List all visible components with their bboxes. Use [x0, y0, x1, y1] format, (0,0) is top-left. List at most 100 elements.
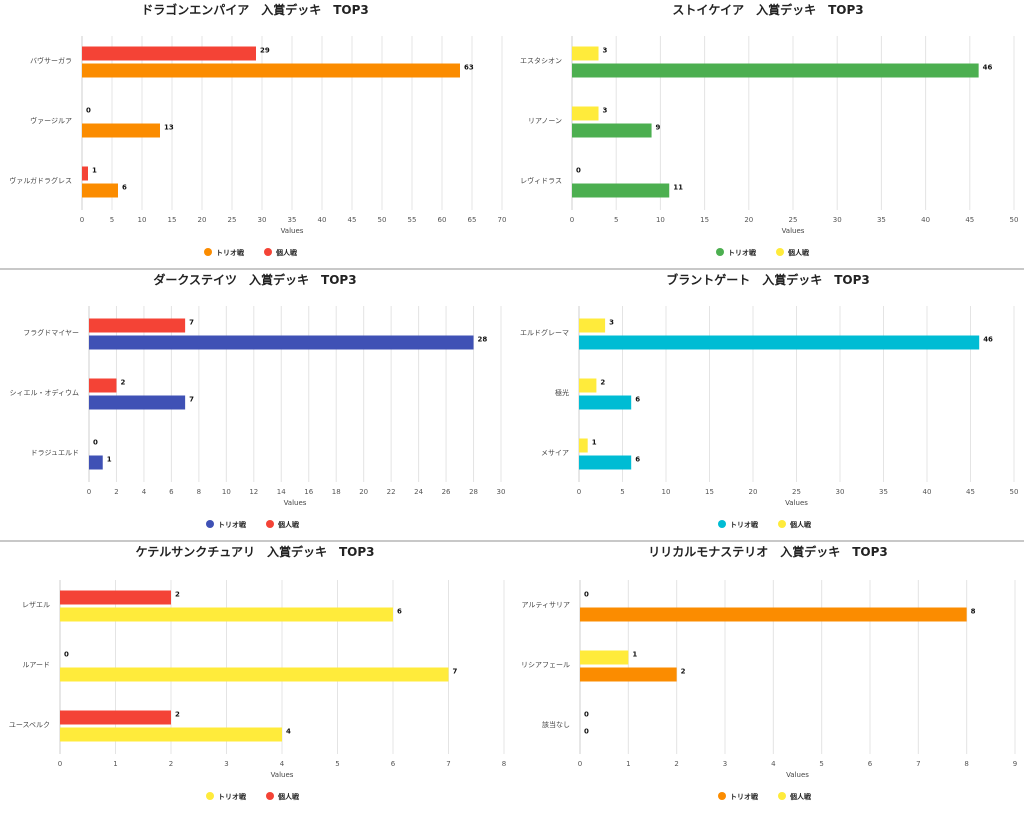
x-tick-label: 4	[771, 760, 776, 768]
data-label: 2	[120, 379, 125, 387]
legend-label[interactable]: 個人戦	[277, 520, 300, 529]
legend-label[interactable]: 個人戦	[789, 520, 812, 529]
x-tick-label: 24	[414, 488, 423, 496]
chart-title: リリカルモナステリオ 入賞デッキ TOP3	[648, 545, 888, 559]
x-tick-label: 15	[705, 488, 714, 496]
legend-label[interactable]: 個人戦	[789, 792, 812, 801]
bar	[579, 318, 606, 333]
x-axis-label: Values	[782, 227, 805, 235]
x-tick-label: 0	[577, 488, 581, 496]
legend-label[interactable]: トリオ戦	[218, 520, 247, 529]
data-label: 2	[600, 379, 605, 387]
x-tick-label: 55	[408, 216, 417, 224]
legend-label[interactable]: 個人戦	[277, 792, 300, 801]
chart-svg: 0 1 2 3 4 5 6 7 8 Values レザエル 2 6 ルアード 0 7 ユースベルク 2 4 トリオ戦 個…	[9, 580, 506, 801]
x-tick-label: 2	[169, 760, 173, 768]
legend-swatch	[716, 248, 724, 256]
y-category-label: リシアフェール	[521, 661, 570, 669]
x-tick-label: 22	[387, 488, 396, 496]
chart-title: ストイケイア 入賞デッキ TOP3	[672, 3, 864, 17]
x-tick-label: 30	[836, 488, 845, 496]
data-label: 2	[175, 711, 180, 719]
x-tick-label: 0	[80, 216, 84, 224]
x-tick-label: 45	[966, 488, 975, 496]
x-tick-label: 8	[502, 760, 506, 768]
data-label: 7	[453, 668, 458, 676]
x-axis-label: Values	[786, 771, 809, 779]
x-tick-label: 14	[277, 488, 286, 496]
x-tick-label: 1	[113, 760, 117, 768]
data-label: 6	[635, 456, 640, 464]
data-label: 0	[93, 439, 98, 447]
data-label: 0	[584, 728, 589, 736]
bar	[60, 710, 171, 725]
bar	[89, 335, 474, 350]
x-tick-label: 2	[674, 760, 678, 768]
bar	[89, 378, 117, 393]
x-tick-label: 6	[868, 760, 873, 768]
x-tick-label: 25	[228, 216, 237, 224]
chart-svg: 0 5 10 15 20 25 30 35 40 45 50 55 60 65 70Valuesバヴサーガラ…	[9, 36, 507, 257]
x-tick-label: 70	[498, 216, 507, 224]
x-tick-label: 60	[438, 216, 447, 224]
bar	[579, 395, 632, 410]
y-category-label: レヴィドラス	[520, 176, 562, 185]
y-category-label: リアノーン	[528, 117, 562, 125]
data-label: 0	[584, 591, 589, 599]
bar	[60, 607, 393, 622]
x-tick-label: 20	[744, 216, 753, 224]
x-tick-label: 0	[58, 760, 62, 768]
y-category-label: 極光	[555, 388, 569, 397]
legend-label[interactable]: トリオ戦	[728, 248, 757, 257]
bar	[572, 106, 599, 121]
data-label: 29	[260, 47, 270, 55]
chart-title: ブラントゲート 入賞デッキ TOP3	[666, 273, 870, 287]
x-tick-label: 50	[1010, 216, 1019, 224]
legend-label[interactable]: トリオ戦	[730, 792, 759, 801]
bar	[572, 183, 670, 198]
bar	[579, 438, 588, 453]
x-tick-label: 50	[378, 216, 387, 224]
chart-panel-6: リリカルモナステリオ 入賞デッキ TOP3 0 1 2 3 4 5 6 7 8 9 Values アルテ…	[512, 542, 1024, 814]
bar	[579, 335, 980, 350]
chart-title: ドラゴンエンパイア 入賞デッキ TOP3	[141, 3, 369, 17]
legend-label[interactable]: トリオ戦	[218, 792, 247, 801]
y-category-label: バヴサーガラ	[30, 56, 72, 65]
x-tick-label: 5	[614, 216, 618, 224]
x-tick-label: 15	[700, 216, 709, 224]
bar	[572, 63, 979, 78]
bar	[580, 607, 967, 622]
x-tick-label: 25	[792, 488, 801, 496]
chart-svg: 0 2 4 6 8 10 12 14 16 18 20 22 24 26 28 30Valuesフラグドマイヤ…	[9, 306, 506, 529]
bar	[579, 455, 632, 470]
legend-label[interactable]: 個人戦	[275, 248, 298, 257]
bar	[579, 378, 597, 393]
x-tick-label: 8	[197, 488, 201, 496]
bar	[82, 183, 118, 198]
chart-title: ケテルサンクチュアリ 入賞デッキ TOP3	[135, 545, 375, 559]
x-tick-label: 6	[391, 760, 396, 768]
legend-label[interactable]: トリオ戦	[216, 248, 245, 257]
data-label: 6	[122, 184, 127, 192]
x-tick-label: 12	[249, 488, 258, 496]
legend-label[interactable]: トリオ戦	[730, 520, 759, 529]
bar	[89, 395, 186, 410]
data-label: 9	[656, 124, 661, 132]
legend-swatch	[718, 520, 726, 528]
chart-panel-2: ストイケイア 入賞デッキ TOP3 0 5 10 15 20 25 30 35 40 45 50 Val…	[512, 0, 1024, 268]
y-category-label: エルドグレーマ	[520, 328, 569, 337]
data-label: 11	[673, 184, 683, 192]
legend-label[interactable]: 個人戦	[787, 248, 810, 257]
x-tick-label: 15	[168, 216, 177, 224]
data-label: 6	[635, 396, 640, 404]
x-tick-label: 40	[921, 216, 930, 224]
legend-swatch	[266, 520, 274, 528]
x-tick-label: 30	[497, 488, 506, 496]
y-category-label: フラグドマイヤー	[23, 328, 79, 337]
data-label: 2	[681, 668, 686, 676]
legend-swatch	[264, 248, 272, 256]
data-label: 2	[175, 591, 180, 599]
data-label: 3	[603, 47, 608, 55]
bar	[572, 46, 599, 61]
data-label: 1	[107, 456, 112, 464]
